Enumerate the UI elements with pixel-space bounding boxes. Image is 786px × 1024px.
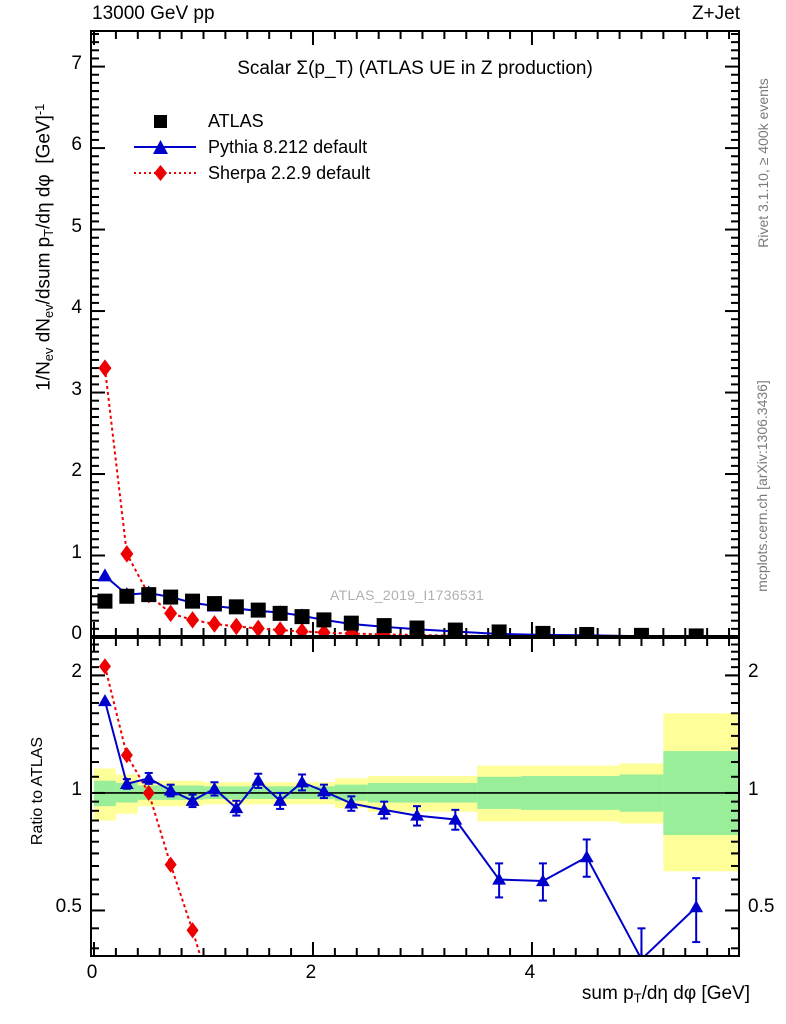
data-marker-triangle (273, 793, 288, 806)
legend-label-pythia: Pythia 8.212 default (208, 137, 368, 157)
data-marker-square (688, 628, 704, 635)
data-marker-diamond (120, 747, 133, 764)
data-marker-diamond (98, 359, 112, 377)
main-y-tick-2: 2 (71, 460, 82, 482)
legend-key-pythia-triangle (132, 134, 198, 160)
main-y-tick-0: 0 (71, 623, 82, 644)
legend-key-atlas-square (132, 108, 198, 134)
data-marker-diamond (251, 619, 265, 635)
data-marker-triangle (410, 808, 424, 821)
data-marker-triangle (689, 900, 704, 913)
data-marker-square (535, 625, 551, 635)
data-marker-diamond (273, 621, 287, 635)
data-marker-diamond (164, 856, 177, 873)
main-y-tick-1: 1 (71, 541, 82, 563)
data-marker-square (409, 620, 425, 635)
main-plot-canvas (92, 32, 738, 635)
ratio-plot-canvas (92, 639, 738, 955)
data-marker-square (250, 602, 266, 618)
data-marker-square (163, 589, 179, 605)
header-process-label: Z+Jet (691, 3, 740, 24)
data-marker-triangle (119, 776, 134, 789)
data-marker-square (491, 624, 507, 635)
data-marker-diamond (186, 922, 199, 939)
data-marker-triangle (141, 771, 156, 784)
analysis-watermark: ATLAS_2019_I1736531 (330, 587, 485, 603)
data-marker-diamond (120, 545, 134, 563)
data-marker-diamond (295, 622, 309, 635)
rivet-version-note: Rivet 3.1.10, ≥ 400k events (755, 78, 771, 248)
data-marker-triangle (97, 568, 113, 582)
data-marker-square (228, 599, 244, 615)
data-marker-square (119, 588, 135, 604)
data-marker-square (316, 612, 332, 628)
data-marker-triangle (163, 783, 178, 796)
data-marker-diamond (317, 623, 331, 635)
data-marker-triangle (251, 773, 266, 786)
mcplots-source-note: mcplots.cern.ch [arXiv:1306.3436] (754, 380, 770, 592)
x-tick-0: 0 (86, 962, 98, 983)
data-marker-square (633, 627, 649, 635)
ratio-plot-panel (90, 637, 740, 957)
main-axis-ticks (92, 32, 738, 635)
data-marker-diamond (229, 617, 243, 635)
ratio-y-tick-right-1: 1 (748, 778, 759, 800)
ratio-axis-ticks (92, 639, 738, 955)
data-marker-diamond (186, 611, 200, 629)
main-y-tick-5: 5 (71, 215, 82, 237)
data-marker-square (185, 593, 201, 609)
main-y-tick-4: 4 (71, 297, 82, 319)
main-plot-panel (90, 30, 740, 637)
x-axis-label: sum pT/dη dφ [GeV] (581, 983, 750, 1006)
data-marker-triangle (295, 775, 309, 788)
ratio-y-tick-left-1: 1 (71, 778, 82, 800)
data-marker-triangle (639, 952, 643, 955)
data-marker-square (272, 605, 288, 621)
header-collision-energy: 13000 GeV pp (92, 3, 215, 24)
data-marker-square (343, 615, 359, 631)
data-marker-square (447, 622, 463, 635)
legend-label-atlas: ATLAS (208, 111, 264, 131)
data-marker-square (97, 593, 113, 609)
x-tick-4: 4 (524, 962, 536, 983)
ratio-y-tick-right-2: 2 (748, 661, 759, 683)
data-marker-triangle (492, 872, 507, 885)
data-marker-triangle (185, 793, 200, 806)
data-marker-triangle (317, 784, 331, 797)
ratio-y-tick-left-2: 2 (71, 661, 82, 683)
data-marker-triangle (98, 694, 112, 707)
data-marker-triangle (344, 796, 359, 809)
x-tick-2: 2 (305, 962, 317, 983)
data-marker-triangle (207, 781, 222, 794)
data-marker-triangle (229, 801, 244, 814)
data-marker-triangle (579, 850, 594, 863)
ratio-y-tick-right-0.5: 0.5 (748, 896, 775, 918)
main-y-tick-7: 7 (71, 52, 82, 74)
main-y-tick-3: 3 (71, 378, 82, 400)
data-marker-square (579, 626, 595, 635)
data-marker-diamond (207, 615, 221, 633)
data-marker-square (206, 596, 222, 612)
data-marker-triangle (377, 802, 392, 815)
ratio-y-tick-left-0.5: 0.5 (55, 896, 82, 918)
data-marker-triangle (536, 874, 550, 887)
main-y-tick-6: 6 (71, 134, 82, 156)
data-marker-diamond (164, 604, 178, 623)
main-series-atlas (97, 587, 704, 635)
plot-title: Scalar Σ(p_T) (ATLAS UE in Z production) (237, 58, 593, 79)
data-marker-diamond (98, 658, 111, 675)
data-marker-square (141, 587, 157, 603)
ratio-series-pythia (98, 694, 704, 955)
data-marker-square (294, 609, 310, 625)
legend-label-sherpa: Sherpa 2.2.9 default (208, 163, 371, 183)
data-marker-triangle (448, 812, 463, 825)
data-marker-square (376, 618, 392, 634)
legend-key-sherpa-diamond (132, 160, 198, 186)
